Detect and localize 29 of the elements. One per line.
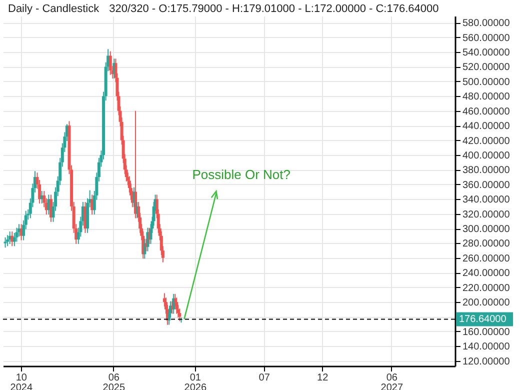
x-tick-label: 07 xyxy=(258,372,270,384)
x-tick-label: 12 xyxy=(317,372,329,384)
y-tick-label: 400.00000 xyxy=(462,150,510,162)
y-tick-label: 340.00000 xyxy=(462,194,510,206)
y-tick-label: 120.00000 xyxy=(462,356,510,368)
y-tick-label: 500.00000 xyxy=(462,76,510,88)
y-tick-label: 200.00000 xyxy=(462,298,510,309)
y-tick-label: 320.00000 xyxy=(462,209,510,220)
y-tick-label: 140.00000 xyxy=(462,342,510,353)
y-tick-label: 260.00000 xyxy=(462,253,510,264)
y-tick-label: 460.00000 xyxy=(462,106,510,118)
y-tick-label: 240.00000 xyxy=(462,268,510,280)
y-tick-label: 420.00000 xyxy=(462,136,510,147)
y-tick-label: 540.00000 xyxy=(462,48,510,59)
y-tick-label: 440.00000 xyxy=(462,121,510,132)
annotation: Possible Or Not? xyxy=(192,167,290,182)
y-tick-label: 160.00000 xyxy=(462,326,510,338)
y-tick-label: 480.00000 xyxy=(462,92,510,103)
ref-line-label: 176.64000 xyxy=(459,314,507,326)
y-tick-label: 300.00000 xyxy=(462,224,510,235)
y-tick-label: 380.00000 xyxy=(462,165,510,176)
chart-subtitle: 320/320 - O:175.79000 - H:179.01000 - L:172.00000 - C:176.64000 xyxy=(109,3,439,15)
y-tick-label: 360.00000 xyxy=(462,180,510,191)
chart-title: Daily - Candlestick xyxy=(8,3,100,15)
y-tick-label: 580.00000 xyxy=(462,18,510,30)
y-tick-label: 280.00000 xyxy=(462,238,510,250)
y-tick-label: 220.00000 xyxy=(462,282,510,294)
y-tick-label: 520.00000 xyxy=(462,62,510,74)
y-tick-label: 560.00000 xyxy=(462,32,510,44)
